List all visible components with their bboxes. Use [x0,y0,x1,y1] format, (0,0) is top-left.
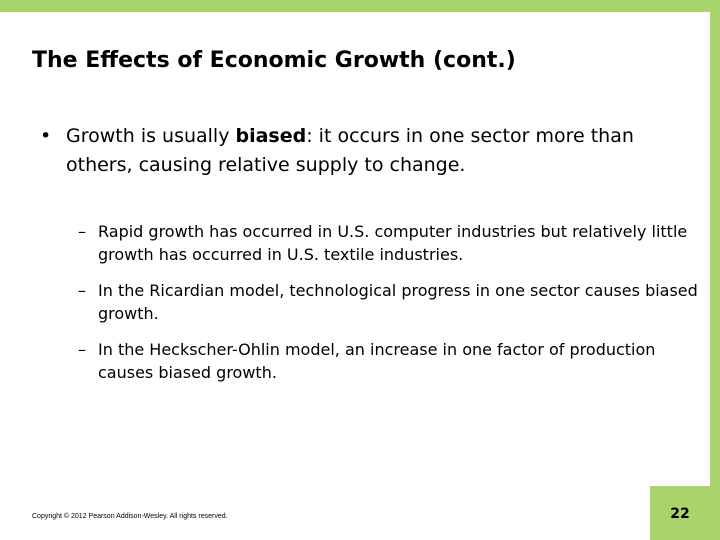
text: Growth is usually [66,125,236,147]
sub-bullet: In the Heckscher-Ohlin model, an increas… [78,338,698,384]
slide-title: The Effects of Economic Growth (cont.) [32,48,516,73]
page-number: 22 [670,506,690,522]
sub-bullet: In the Ricardian model, technological pr… [78,279,698,325]
right-band [710,0,720,540]
top-band [0,0,720,12]
sub-bullets: Rapid growth has occurred in U.S. comput… [78,220,698,397]
bullet: Growth is usually biased: it occurs in o… [40,122,666,180]
sub-bullet: Rapid growth has occurred in U.S. comput… [78,220,698,266]
text: : it occurs in one sector more than othe… [66,125,634,176]
page-number-box: 22 [650,486,710,540]
bold-text: biased [235,125,307,147]
footer: Copyright © 2012 Pearson Addison-Wesley.… [32,513,228,520]
